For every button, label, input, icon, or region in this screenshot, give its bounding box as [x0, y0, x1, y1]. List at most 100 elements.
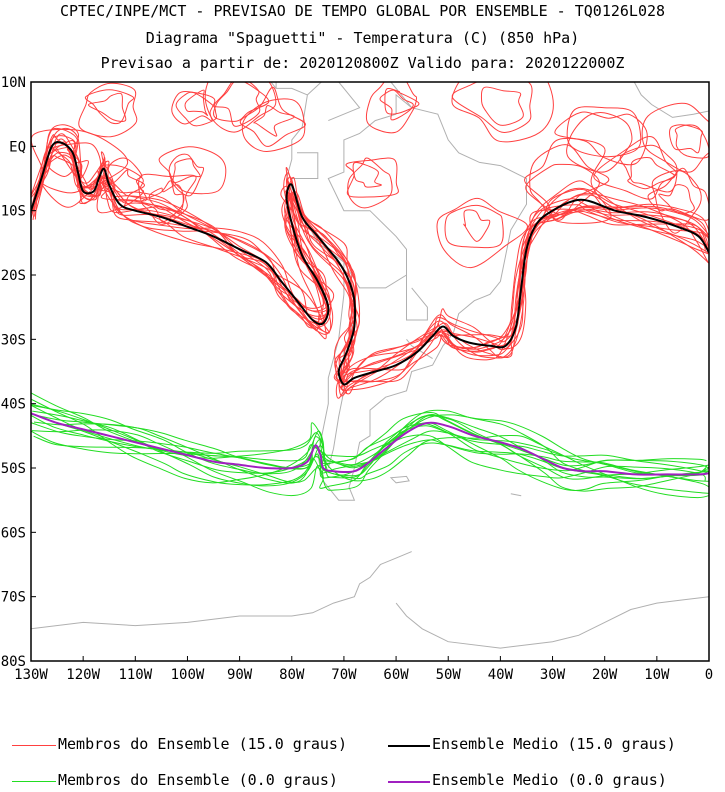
lon-label: 60W	[383, 667, 409, 683]
member-15-contour	[627, 157, 676, 190]
member-15-contour	[184, 89, 209, 117]
member-0-line	[31, 403, 709, 482]
member-15-contour	[651, 170, 702, 234]
legend-mean-0: Ensemble Medio (0.0 graus)	[432, 771, 667, 789]
member-15-contour	[451, 82, 554, 143]
lon-label: 10W	[644, 667, 670, 683]
member-0-line	[31, 392, 709, 477]
member-15-contour	[463, 209, 491, 242]
lat-label: 40S	[1, 397, 26, 413]
member-15-contour	[641, 102, 709, 173]
lat-label: 10S	[1, 204, 26, 220]
legend-swatch-mean-15	[388, 745, 430, 747]
member-0-line	[33, 422, 709, 491]
member-15-line	[31, 146, 709, 383]
member-15-contour	[40, 142, 102, 194]
member-15-contour	[213, 82, 270, 122]
member-15-line	[31, 155, 709, 391]
member-0-line	[31, 404, 709, 475]
member-15-contour	[658, 184, 695, 215]
ensemble-members-15	[31, 82, 709, 399]
legend-swatch-member-15	[12, 745, 56, 746]
lon-label: 30W	[540, 667, 566, 683]
member-15-contour	[241, 98, 306, 153]
lon-label: 50W	[436, 667, 462, 683]
member-15-line	[31, 139, 709, 399]
legend-swatch-mean-0	[388, 781, 430, 783]
legend-member-0: Membros do Ensemble (0.0 graus)	[58, 771, 338, 789]
member-15-contour	[347, 157, 393, 209]
ensemble-means	[31, 141, 709, 476]
lat-label: 10N	[1, 75, 26, 91]
lat-label: 20S	[1, 268, 26, 284]
member-15-contour	[138, 173, 197, 225]
legend-mean-15: Ensemble Medio (15.0 graus)	[432, 735, 676, 753]
lat-label: 50S	[1, 461, 26, 477]
member-15-contour	[593, 136, 677, 200]
member-15-contour	[213, 82, 261, 127]
lat-label: 70S	[1, 590, 26, 606]
title-line-2: Diagrama "Spaguetti" - Temperatura (C) (…	[145, 29, 580, 47]
member-15-contour	[524, 138, 612, 224]
member-15-contour	[168, 153, 205, 197]
lat-label: 80S	[1, 654, 26, 670]
member-15-contour	[100, 157, 148, 202]
latitude-labels: 10N EQ 10S 20S 30S 40S 50S 60S 70S 80S	[1, 75, 36, 670]
lon-label: 110W	[118, 667, 152, 683]
member-15-contour	[365, 82, 418, 134]
member-15-contour	[78, 82, 138, 138]
member-15-contour	[674, 124, 709, 159]
lon-label: 120W	[66, 667, 100, 683]
member-15-line	[31, 135, 708, 390]
member-15-contour	[172, 158, 201, 184]
mean-15-line	[31, 141, 709, 386]
member-15-contour	[171, 91, 216, 125]
plot-frame	[30, 81, 710, 662]
lon-label: 100W	[171, 667, 205, 683]
member-15-contour	[525, 163, 600, 216]
member-15-contour	[148, 184, 184, 212]
member-15-contour	[253, 104, 295, 137]
member-15-contour	[444, 204, 504, 249]
member-15-contour	[619, 144, 678, 193]
member-15-contour	[204, 82, 277, 133]
member-15-contour	[239, 86, 306, 147]
member-15-contour	[451, 82, 533, 133]
legend-member-15: Membros do Ensemble (15.0 graus)	[58, 735, 347, 753]
lat-label: 60S	[1, 525, 26, 541]
title-line-3: Previsao a partir de: 2020120800Z Valido…	[100, 54, 625, 72]
lon-label: 70W	[331, 667, 357, 683]
lat-label: 30S	[1, 332, 26, 348]
member-15-contour	[88, 92, 127, 122]
member-0-line	[31, 414, 709, 480]
member-15-contour	[480, 86, 524, 126]
member-15-contour	[352, 161, 382, 188]
member-15-contour	[647, 167, 709, 221]
lon-label: 20W	[592, 667, 618, 683]
member-15-contour	[141, 180, 185, 223]
member-15-contour	[100, 169, 146, 208]
longitude-labels: 130W 120W 110W 100W 90W 80W 70W 60W 50W 40W 30W 20W…	[14, 656, 713, 683]
member-0-line	[31, 411, 707, 469]
member-15-contour	[554, 111, 648, 166]
member-15-contour	[175, 91, 218, 127]
lon-label: 40W	[488, 667, 514, 683]
member-0-line	[31, 429, 706, 497]
lon-label: 0	[705, 667, 713, 683]
member-0-line	[33, 421, 709, 484]
member-15-line	[31, 151, 709, 394]
lon-label: 130W	[14, 667, 48, 683]
lat-label: EQ	[9, 139, 26, 155]
member-15-line	[34, 146, 709, 397]
member-15-contour	[84, 89, 135, 125]
member-15-contour	[379, 89, 414, 121]
member-15-line	[34, 124, 709, 383]
member-15-contour	[96, 164, 145, 214]
member-15-contour	[436, 197, 528, 269]
member-15-line	[31, 141, 709, 395]
lon-label: 80W	[279, 667, 305, 683]
member-0-line	[31, 398, 709, 499]
mean-0-line	[31, 412, 709, 476]
member-15-contour	[668, 124, 704, 154]
